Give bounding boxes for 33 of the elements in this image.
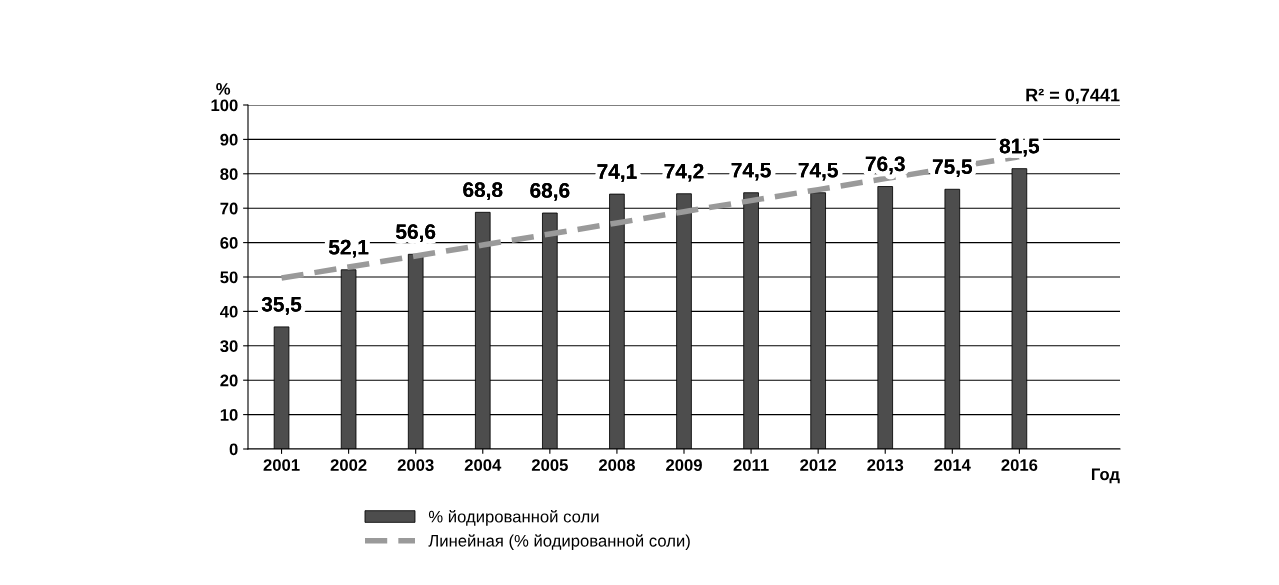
x-tick-label: 2004 bbox=[464, 459, 502, 471]
x-tick-label: 2011 bbox=[733, 459, 769, 471]
y-tick-label: 100 bbox=[211, 99, 238, 112]
y-tick-label: 40 bbox=[219, 305, 238, 318]
y-tick-label: 30 bbox=[220, 340, 238, 353]
x-tick-label: 2012 bbox=[800, 459, 837, 471]
y-tick-label: 70 bbox=[220, 202, 238, 215]
x-tick-label: 2002 bbox=[330, 459, 367, 471]
x-tick-label: 2009 bbox=[666, 459, 702, 471]
x-tick-label: 2003 bbox=[397, 459, 434, 471]
y-tick-label: 0 bbox=[229, 443, 238, 456]
x-axis-title: Год bbox=[1091, 468, 1120, 484]
x-tick-label: 2014 bbox=[934, 459, 971, 471]
y-tick-label: 80 bbox=[220, 168, 238, 180]
y-tick-label: 90 bbox=[220, 133, 238, 146]
data-label: 68,8 bbox=[463, 182, 503, 201]
data-label: 56,6 bbox=[396, 224, 436, 243]
legend-label: Линейная (% йодированной соли) bbox=[428, 534, 690, 550]
y-tick-label: 50 bbox=[220, 271, 238, 284]
data-label: 35,5 bbox=[261, 296, 302, 315]
y-tick-label: 10 bbox=[220, 409, 238, 421]
x-tick-label: 2001 bbox=[263, 459, 300, 471]
data-label: 76,3 bbox=[865, 156, 905, 175]
x-tick-label: 2016 bbox=[1001, 459, 1038, 471]
legend-label: % йодированной соли bbox=[428, 510, 599, 526]
y-tick-label: 60 bbox=[220, 237, 238, 249]
y-axis-title: % bbox=[216, 83, 231, 95]
y-tick-label: 20 bbox=[220, 374, 238, 387]
data-label: 68,6 bbox=[530, 183, 570, 201]
text: R² = 0,7441 bbox=[1026, 88, 1120, 105]
x-tick-label: 2005 bbox=[531, 459, 568, 471]
x-tick-label: 2013 bbox=[867, 459, 904, 471]
x-tick-label: 2008 bbox=[598, 459, 635, 471]
